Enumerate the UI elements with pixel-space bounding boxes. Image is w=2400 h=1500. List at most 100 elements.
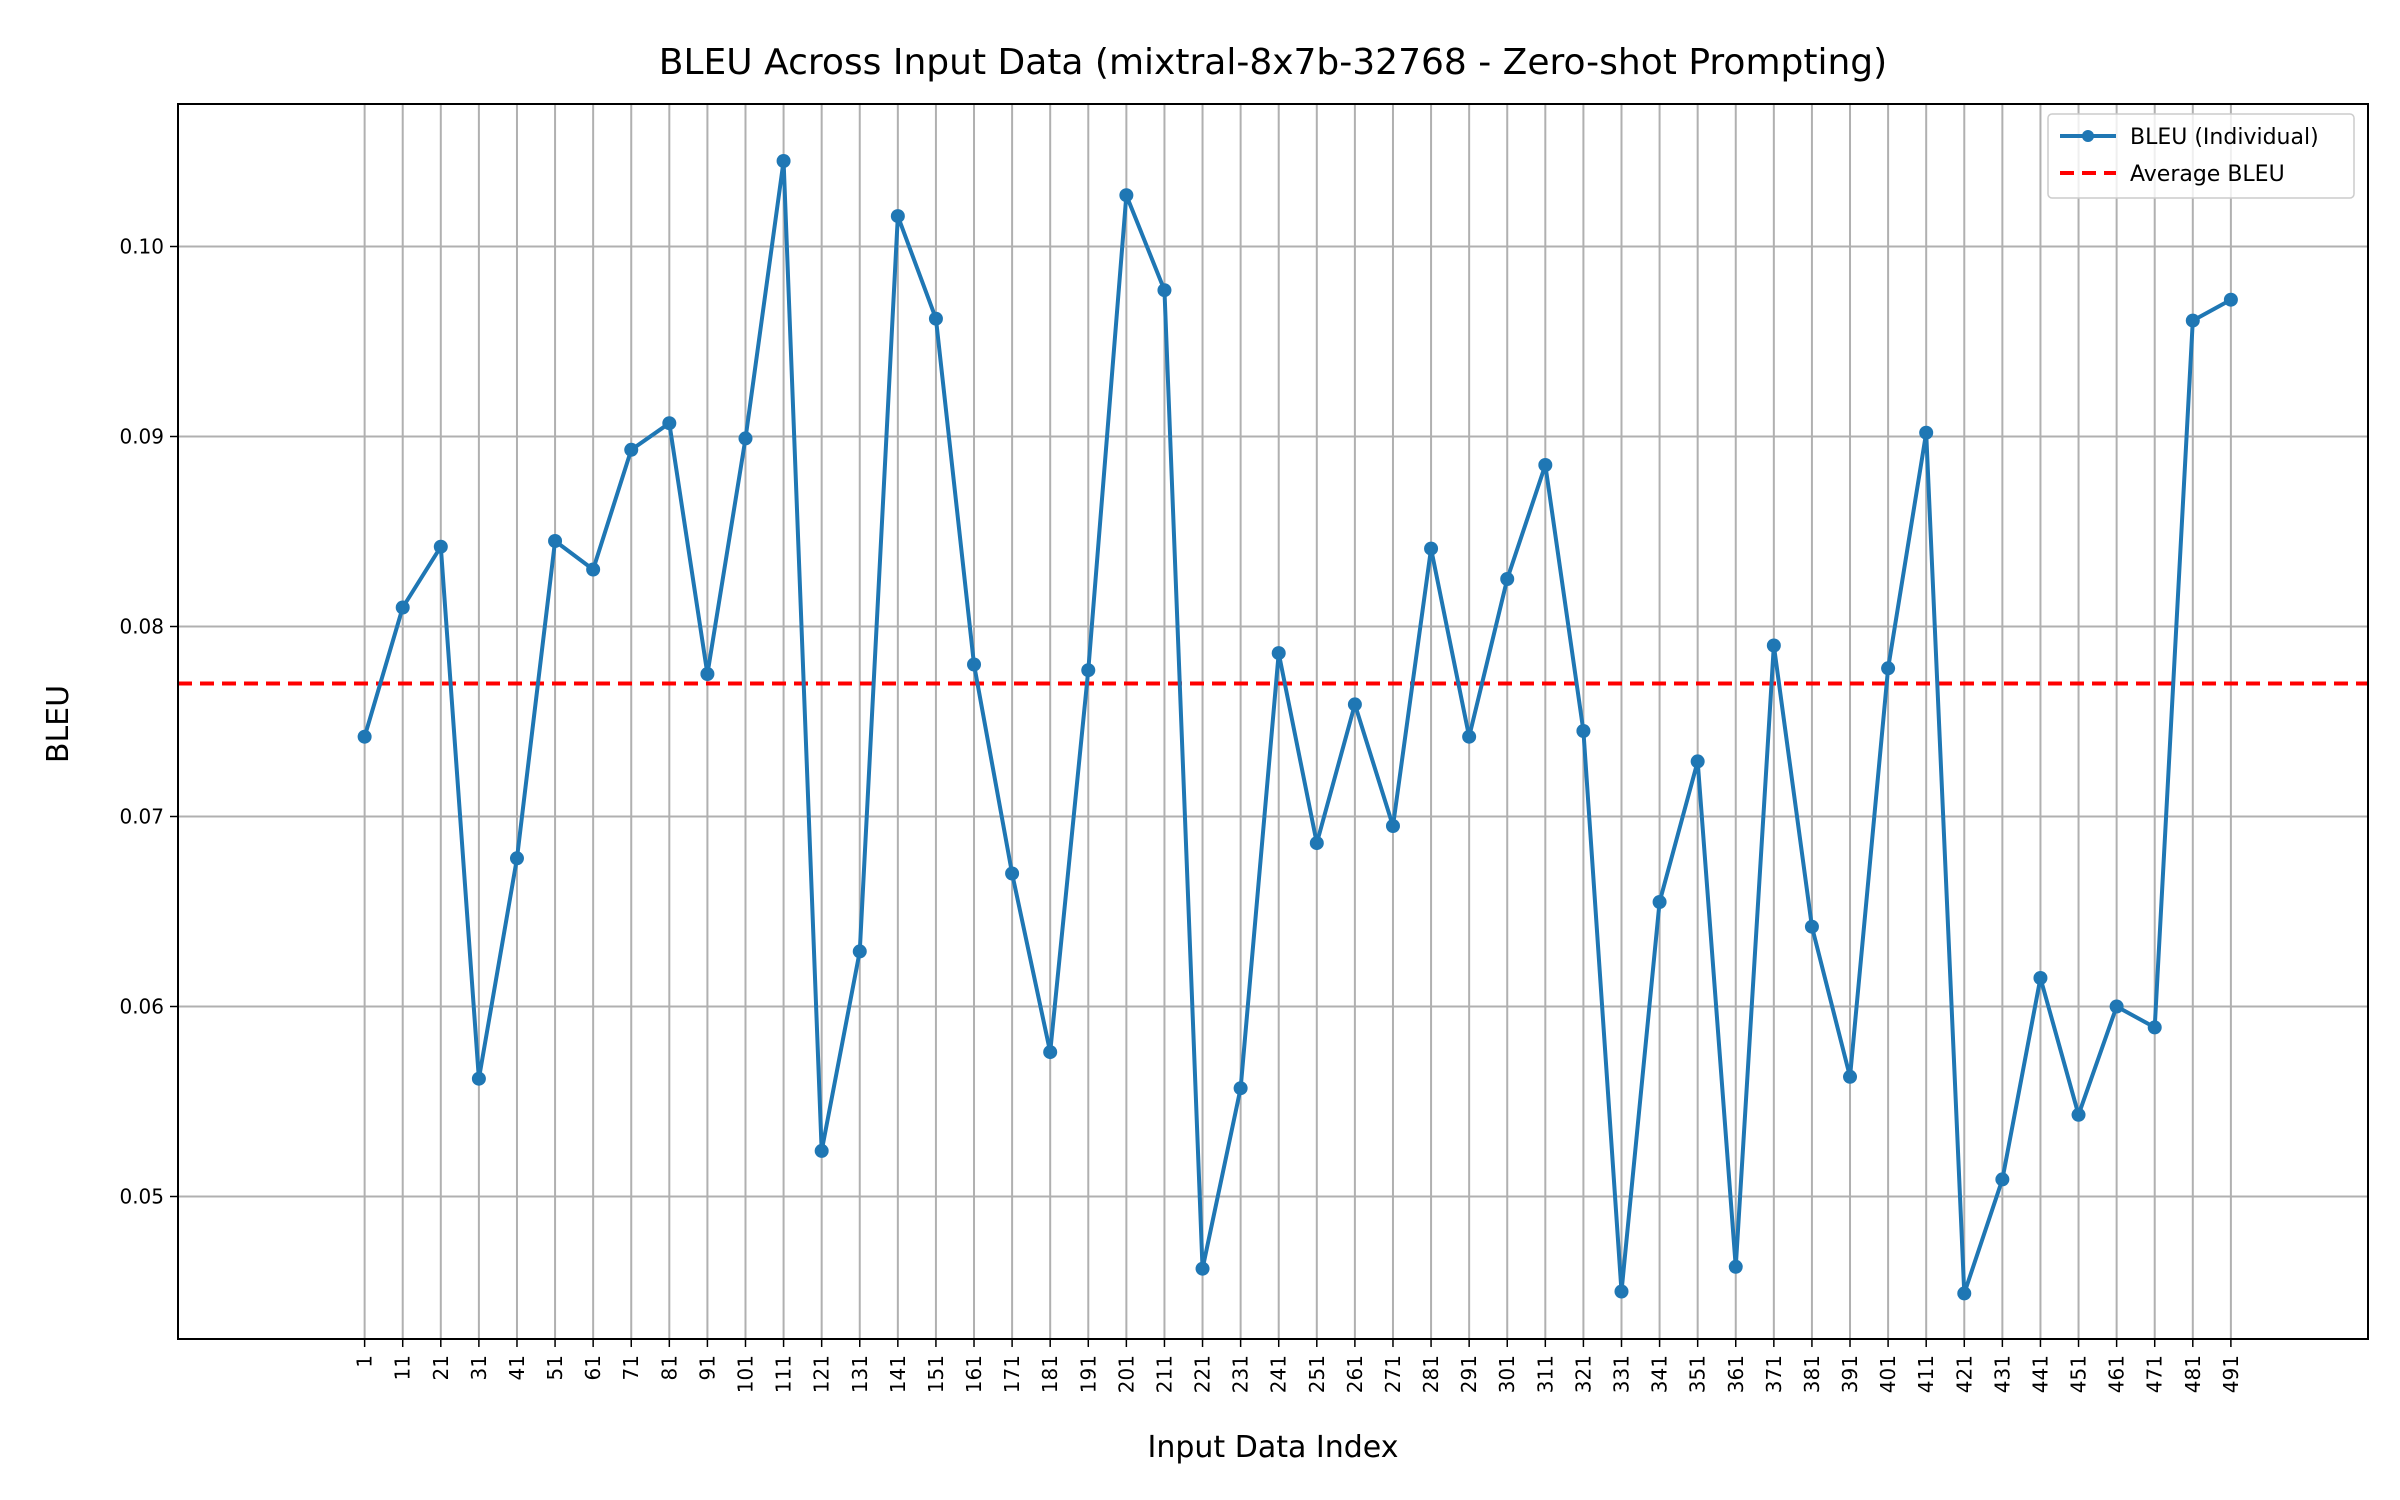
data-point [1843,1069,1858,1084]
x-tick-label: 401 [1876,1355,1900,1393]
data-point [1462,729,1477,744]
x-tick-label: 471 [2143,1355,2167,1393]
x-tick-label: 81 [657,1355,681,1380]
data-point [1005,866,1020,881]
x-tick-label: 211 [1152,1355,1176,1393]
data-point [662,416,677,431]
x-tick-label: 201 [1114,1355,1138,1393]
data-point [1919,425,1934,440]
x-tick-label: 61 [581,1355,605,1380]
data-point [928,311,943,326]
data-point [1385,819,1400,833]
data-point [1538,458,1553,472]
x-tick-label: 101 [733,1355,757,1393]
x-tick-label: 461 [2105,1355,2129,1393]
x-tick-label: 251 [1305,1355,1329,1393]
data-point [2109,999,2124,1014]
data-point [1233,1081,1248,1096]
data-point [1957,1286,1972,1301]
x-tick-label: 51 [543,1355,567,1380]
x-tick-label: 411 [1914,1355,1938,1393]
data-point [395,600,410,615]
data-point [1804,919,1819,934]
data-point [1614,1284,1629,1299]
x-tick-label: 111 [772,1355,796,1393]
data-point [2071,1107,2086,1122]
x-tick-label: 11 [391,1355,415,1380]
x-tick-label: 351 [1686,1355,1710,1393]
plot-frame [177,103,2369,1340]
data-point [1043,1045,1058,1060]
x-tick-label: 481 [2181,1355,2205,1393]
legend-marker-bleu-individual [2082,130,2094,142]
x-tick-label: 161 [962,1355,986,1393]
x-tick-label: 321 [1571,1355,1595,1393]
x-tick-label: 181 [1038,1355,1062,1393]
data-point [1995,1172,2010,1187]
y-tick-label: 0.06 [119,995,164,1019]
x-tick-label: 131 [848,1355,872,1393]
x-tick-label: 341 [1648,1355,1672,1393]
x-tick-label: 281 [1419,1355,1443,1393]
y-tick-label: 0.08 [119,615,164,639]
data-point [2185,313,2200,328]
data-point [1347,697,1362,712]
x-axis-ticks: 1 11 21 31 41 51 61 71 81 91 101 111 121 131 141 151 161… [353,1339,2243,1393]
legend-entry-average-bleu: Average BLEU [2130,162,2285,187]
x-tick-label: 121 [810,1355,834,1393]
data-point [433,539,448,554]
x-tick-label: 31 [467,1355,491,1380]
data-point [890,209,905,224]
y-tick-label: 0.10 [119,235,164,259]
legend: BLEU (Individual) Average BLEU [2047,113,2355,199]
x-tick-label: 301 [1495,1355,1519,1393]
x-tick-label: 261 [1343,1355,1367,1393]
x-tick-label: 221 [1191,1355,1215,1393]
x-tick-label: 361 [1724,1355,1748,1393]
data-point [509,851,524,866]
data-point [1309,836,1324,851]
data-point [1424,541,1439,556]
data-point [1119,188,1134,203]
legend-box [2047,113,2355,199]
y-axis-ticks: 0.05 0.06 0.07 0.08 0.09 0.10 [119,235,178,1209]
data-point [1652,895,1667,909]
x-tick-label: 421 [1952,1355,1976,1393]
data-point [2033,971,2048,985]
data-point [2147,1020,2162,1035]
data-point [1500,572,1515,586]
data-point [1157,283,1172,298]
data-point [357,729,372,744]
x-tick-label: 441 [2028,1355,2052,1393]
y-tick-label: 0.09 [119,425,164,449]
data-point [548,534,563,548]
x-tick-label: 291 [1457,1355,1481,1393]
data-point [776,154,791,168]
y-axis-label: BLEU [41,685,76,763]
data-point [1690,754,1705,769]
x-tick-label: 331 [1609,1355,1633,1393]
data-point [1195,1261,1210,1276]
data-point [1766,638,1781,653]
chart-title: BLEU Across Input Data (mixtral-8x7b-327… [659,42,1887,83]
data-point [967,657,982,672]
x-tick-label: 241 [1267,1355,1291,1393]
x-tick-label: 21 [429,1355,453,1380]
x-axis-label: Input Data Index [1148,1430,1399,1465]
x-tick-label: 431 [1990,1355,2014,1393]
data-point [738,431,753,446]
bleu-individual-points [357,154,2238,1301]
data-point [2223,292,2238,307]
data-point [700,667,715,681]
data-point [1728,1259,1743,1274]
x-tick-label: 1 [353,1355,377,1368]
data-point [1576,724,1591,738]
data-point [1081,663,1096,678]
x-tick-label: 191 [1076,1355,1100,1393]
data-point [471,1071,486,1086]
x-tick-label: 151 [924,1355,948,1393]
x-tick-label: 391 [1838,1355,1862,1393]
x-tick-label: 271 [1381,1355,1405,1393]
x-tick-label: 71 [619,1355,643,1380]
bleu-individual-line [362,159,2232,1296]
